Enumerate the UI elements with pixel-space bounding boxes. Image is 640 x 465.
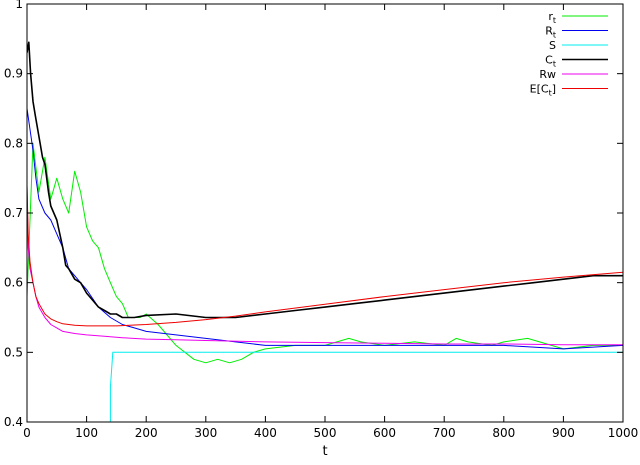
y-tick-label: 0.6 [4,276,23,290]
legend-label: rt [548,10,556,25]
legend-label: Rw [539,68,556,81]
y-tick-label: 1 [15,0,23,11]
x-tick-label: 600 [373,426,396,440]
legend-item: rt [548,10,608,25]
x-tick-label: 100 [75,426,98,440]
x-tick-label: 500 [314,426,337,440]
legend-label: S [549,39,556,52]
x-tick-label: 900 [552,426,575,440]
x-tick-label: 800 [492,426,515,440]
x-tick-label: 1000 [608,426,639,440]
legend-label: E[Ct] [530,83,556,98]
legend-item: S [549,39,608,52]
x-tick-label: 0 [23,426,31,440]
x-tick-label: 400 [254,426,277,440]
series-line-0 [27,142,623,364]
legend-item: Rt [545,25,608,40]
x-tick-label: 700 [433,426,456,440]
plot-frame [26,3,624,423]
y-tick-label: 0.4 [4,415,23,429]
series-line-3 [27,41,623,319]
y-tick-label: 0.7 [4,206,23,220]
legend-label: Rt [545,25,556,40]
legend-item: E[Ct] [530,83,608,98]
ticks-layer: 0 100 200 300 400 500 600 700 800 900 1000 0.4 0.5 0.… [4,0,638,440]
x-tick-label: 200 [135,426,158,440]
legend-label: Ct [545,54,556,69]
y-tick-label: 0.8 [4,136,23,150]
x-axis-label: t [322,444,327,459]
series-line-1 [27,108,623,350]
series-line-5 [27,185,623,327]
series-line-2 [109,351,623,422]
legend-item: Ct [545,54,608,69]
y-tick-label: 0.9 [4,67,23,81]
legend-item: Rw [539,68,608,81]
series-layer [27,41,623,422]
y-tick-label: 0.5 [4,345,23,359]
x-tick-label: 300 [194,426,217,440]
